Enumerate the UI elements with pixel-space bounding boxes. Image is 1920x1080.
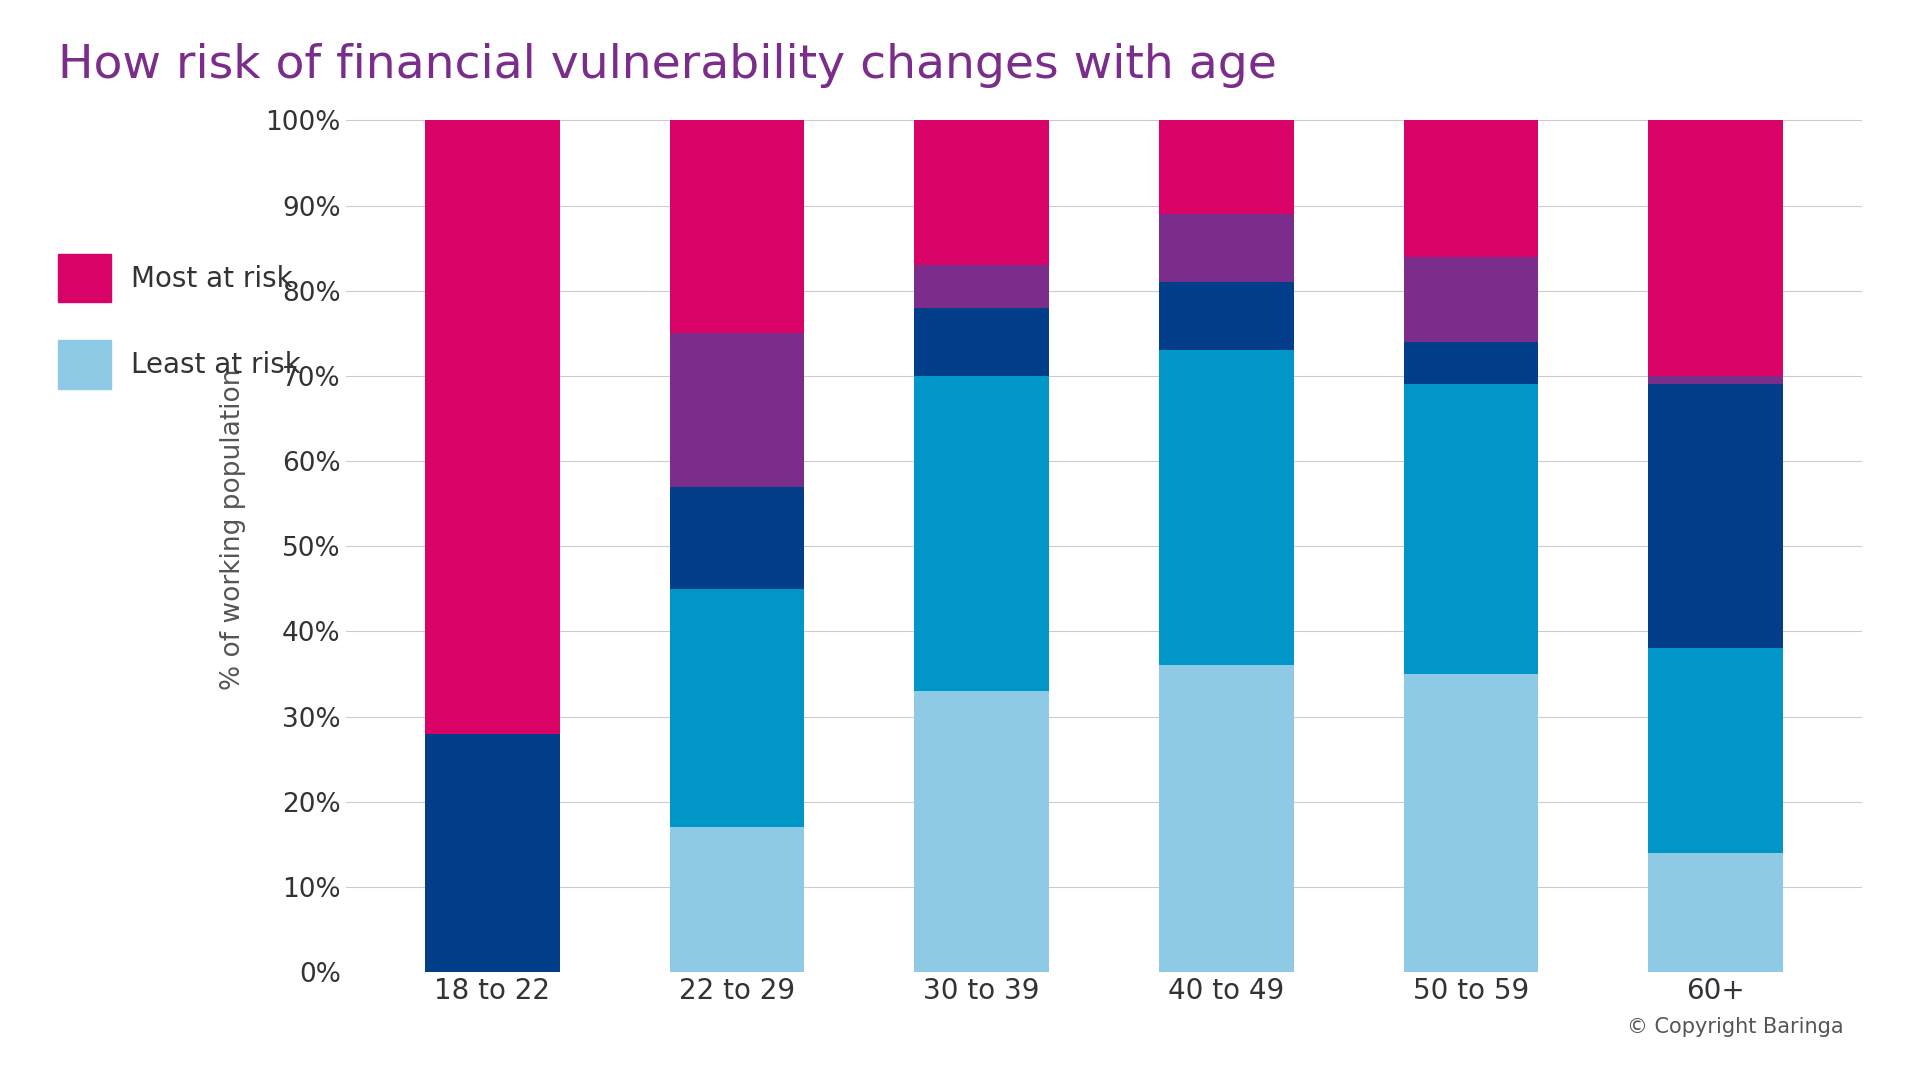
Bar [1160, 350, 1294, 665]
Text: Most at risk: Most at risk [131, 265, 292, 293]
Text: © Copyright Baringa: © Copyright Baringa [1626, 1016, 1843, 1037]
Bar [1160, 282, 1294, 350]
Text: How risk of financial vulnerability changes with age: How risk of financial vulnerability chan… [58, 43, 1277, 89]
Bar [1404, 384, 1538, 674]
Bar [1404, 257, 1538, 342]
Bar [670, 589, 804, 827]
Bar [1649, 853, 1784, 972]
Bar [914, 308, 1048, 376]
Bar [914, 266, 1048, 308]
Y-axis label: % of working population: % of working population [221, 368, 246, 690]
Bar [914, 691, 1048, 972]
Bar [670, 487, 804, 589]
Bar [914, 376, 1048, 691]
Bar [1649, 376, 1784, 384]
Bar [1649, 121, 1784, 376]
Bar [1160, 214, 1294, 282]
Bar [670, 334, 804, 487]
Bar [1404, 342, 1538, 384]
Bar [424, 733, 559, 972]
Bar [1649, 648, 1784, 853]
Bar [1404, 674, 1538, 972]
Bar [1649, 384, 1784, 648]
Bar [670, 121, 804, 334]
Bar [424, 121, 559, 733]
Text: Least at risk: Least at risk [131, 351, 300, 379]
Bar [670, 827, 804, 972]
Bar [1404, 121, 1538, 257]
Bar [1160, 665, 1294, 972]
Bar [914, 121, 1048, 266]
Bar [1160, 121, 1294, 214]
